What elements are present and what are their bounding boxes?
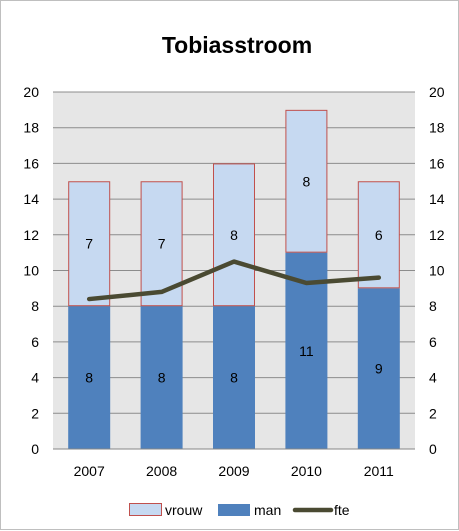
y2-tick-label: 8	[429, 298, 437, 314]
y2-tick-label: 18	[429, 120, 445, 136]
legend-swatch-man	[218, 504, 250, 516]
x-tick-label: 2011	[364, 463, 394, 479]
y-axis-right: 0 2 4 6 8 10 12 14 16 18 20	[429, 84, 445, 457]
x-tick-label: 2007	[74, 463, 105, 479]
y-axis-left: 0 2 4 6 8 10 12 14 16 18 20	[23, 84, 39, 457]
data-labels: 8 7 8 7 8 8 11 8 9 6	[85, 173, 383, 385]
y-tick-label: 2	[31, 405, 39, 421]
y-tick-label: 18	[23, 120, 39, 136]
data-label-vrouw: 7	[158, 236, 166, 252]
y-tick-label: 10	[23, 263, 39, 279]
y2-tick-label: 4	[429, 370, 437, 386]
bar-man	[213, 306, 255, 449]
y-tick-label: 14	[23, 191, 39, 207]
y-tick-label: 20	[23, 84, 39, 100]
y2-tick-label: 14	[429, 191, 445, 207]
legend: vrouw man fte	[129, 502, 350, 518]
fte-point	[304, 281, 308, 285]
legend-label-man: man	[254, 502, 281, 518]
bar-vrouw	[357, 181, 400, 289]
fte-point	[377, 276, 381, 280]
bar-man	[68, 306, 111, 449]
data-label-vrouw: 8	[303, 173, 311, 189]
legend-label-fte: fte	[334, 502, 350, 518]
x-tick-label: 2010	[291, 463, 322, 479]
y2-tick-label: 12	[429, 227, 445, 243]
data-label-man: 8	[158, 370, 166, 386]
data-label-man: 11	[299, 343, 314, 359]
bar-man	[140, 306, 183, 449]
y2-tick-label: 10	[429, 263, 445, 279]
y-tick-label: 6	[31, 334, 39, 350]
bar-man	[285, 252, 328, 449]
bar-series	[68, 109, 400, 449]
y-tick-label: 4	[31, 370, 39, 386]
y2-tick-label: 6	[429, 334, 437, 350]
y-tick-label: 0	[31, 441, 39, 457]
legend-swatch-vrouw	[129, 503, 162, 516]
data-label-man: 8	[230, 370, 238, 386]
y2-tick-label: 0	[429, 441, 437, 457]
y2-tick-label: 20	[429, 84, 445, 100]
y2-tick-label: 2	[429, 405, 437, 421]
fte-point	[87, 297, 91, 301]
fte-point	[232, 260, 236, 264]
data-label-vrouw: 6	[375, 227, 383, 243]
data-label-vrouw: 8	[230, 227, 238, 243]
fte-point	[160, 290, 164, 294]
bar-vrouw	[213, 163, 255, 307]
data-label-vrouw: 7	[85, 236, 93, 252]
bar-vrouw	[285, 109, 328, 253]
bar-man	[357, 288, 400, 449]
y-tick-label: 16	[23, 155, 39, 171]
y2-tick-label: 16	[429, 155, 445, 171]
legend-label-vrouw: vrouw	[165, 502, 203, 518]
x-tick-label: 2009	[218, 463, 249, 479]
y-tick-label: 8	[31, 298, 39, 314]
data-label-man: 8	[85, 370, 93, 386]
chart-title: Tobiasstroom	[162, 32, 312, 58]
data-label-man: 9	[375, 361, 383, 377]
y-tick-label: 12	[23, 227, 39, 243]
x-tick-label: 2008	[146, 463, 177, 479]
fte-line-series	[86, 259, 382, 302]
x-axis: 2007 2008 2009 2010 2011	[74, 463, 394, 479]
bar-vrouw	[68, 181, 111, 307]
